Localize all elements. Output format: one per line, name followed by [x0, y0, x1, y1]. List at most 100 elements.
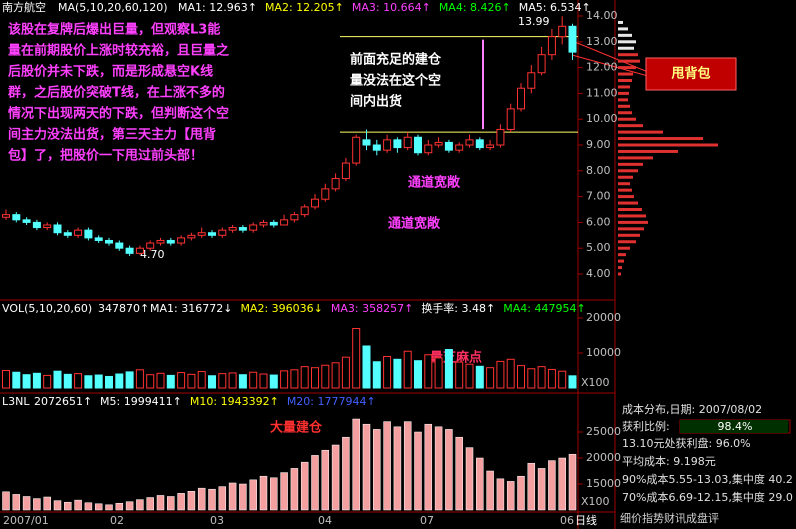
chip-bar [618, 91, 629, 95]
annotation-line: 情况下出现两天的下跌，但判断这个空 [8, 106, 229, 122]
chip-bar [618, 40, 636, 44]
candle-body [2, 214, 10, 218]
volume-bar [486, 367, 495, 389]
date-axis: 2007/01 02 03 04 07 06 [3, 514, 574, 527]
candle-body [352, 136, 361, 164]
annotation-line: 量没法在这个空 [350, 73, 441, 89]
footer: 细价指势财讯成盘评 [620, 511, 719, 525]
info-line: 90%成本5.55-13.03,集中度 40.2 [622, 472, 793, 486]
chip-bar [618, 169, 638, 173]
chip-bar [618, 137, 703, 141]
y-tick-label: 20000 [586, 451, 621, 464]
volume-bar [372, 361, 381, 389]
chip-bar [618, 240, 636, 244]
ma-label: MA(5,10,20,60,120) [58, 1, 168, 14]
l3nl-bar [342, 436, 350, 511]
candle-body [187, 234, 196, 239]
chip-bar [618, 27, 628, 31]
volume-bar [2, 370, 10, 389]
candle-body [300, 206, 309, 216]
candle-body [372, 144, 381, 151]
l3nl-bar [352, 418, 360, 511]
candle-body [12, 214, 21, 221]
l3nl-bar [125, 501, 134, 511]
l3nl-bar [2, 491, 10, 511]
candle-body [238, 227, 247, 231]
l3nl-bar [506, 481, 515, 511]
volume-bar [537, 366, 546, 389]
header-item: M5: 1999411↑ [100, 395, 182, 408]
candle-body [383, 139, 392, 151]
date-label: 04 [318, 514, 332, 527]
y-tick-label: 9.00 [586, 138, 611, 151]
l3nl-bar [465, 447, 474, 511]
l3nl-bar [393, 426, 402, 511]
volume-bar [208, 375, 216, 389]
header-item: MA4: 8.426↑ [439, 1, 511, 14]
chip-bar [618, 208, 642, 211]
l3nl-bar [558, 457, 566, 511]
y-tick-label: 25000 [586, 425, 621, 438]
volume-bar [146, 374, 155, 389]
chip-bar [618, 98, 628, 102]
l3-value: 2072651↑ [34, 395, 92, 408]
volume-bar [249, 371, 258, 389]
candle-body [424, 144, 433, 154]
y-tick-label: 5.00 [586, 241, 611, 254]
l3nl-bar [270, 477, 278, 511]
date-label: 07 [420, 514, 434, 527]
volume-bar [156, 372, 165, 389]
chip-bar [618, 156, 653, 160]
l3nl-bar [476, 457, 484, 511]
candle-body [135, 247, 144, 254]
l3nl-bar [403, 421, 412, 511]
candle-body [341, 162, 350, 180]
l3nl-bar [146, 497, 154, 511]
dots-note: 量芝麻点 [430, 350, 482, 366]
y-tick-label: 10.00 [586, 112, 618, 125]
chip-bar [618, 272, 621, 276]
l3nl-bar [527, 462, 536, 511]
volume-bar [84, 375, 93, 389]
volume-bar [115, 373, 124, 389]
chip-bar [618, 195, 634, 199]
chip-bar [618, 233, 640, 237]
build-note: 大量建仓 [270, 420, 323, 436]
y-tick-label: 7.00 [586, 190, 611, 203]
candle-body [84, 229, 93, 239]
chip-bar [618, 214, 646, 218]
chip-bar [618, 220, 648, 224]
candle-body [166, 239, 175, 244]
candle-body [434, 141, 443, 146]
date-label: 03 [210, 514, 224, 527]
l3nl-bar [445, 429, 453, 511]
volume-bar [424, 354, 433, 389]
info-line: 成本分布,日期: 2007/08/02 [622, 402, 762, 416]
l3nl-bar [105, 504, 113, 511]
chip-bar [618, 143, 718, 147]
candle-body [486, 144, 495, 149]
l3nl-bar [208, 488, 216, 511]
volume-bar [300, 366, 309, 389]
profit-bar [680, 420, 789, 433]
candle-body [558, 25, 567, 38]
l3nl-bar [300, 461, 309, 511]
volume-bar [496, 360, 505, 389]
header-item: M20: 1777944↑ [287, 395, 376, 408]
chip-bar [618, 253, 626, 257]
annotation-line: 前面充足的建仓 [350, 52, 442, 68]
volume-bar [341, 356, 350, 389]
info-line: 13.10元处获利盘: 96.0% [622, 436, 751, 450]
candle-body [331, 178, 340, 190]
candle-body [177, 237, 186, 244]
chip-bar [618, 162, 643, 166]
volume-bar [331, 362, 340, 389]
vol-label: VOL(5,10,20,60) [2, 302, 92, 315]
l3nl-bar [33, 498, 41, 511]
candle-body [115, 242, 124, 249]
l3nl-bar [187, 491, 196, 511]
header-item: MA3: 358257↑ [331, 302, 413, 315]
header-item: MA2: 396036↓ [240, 302, 322, 315]
